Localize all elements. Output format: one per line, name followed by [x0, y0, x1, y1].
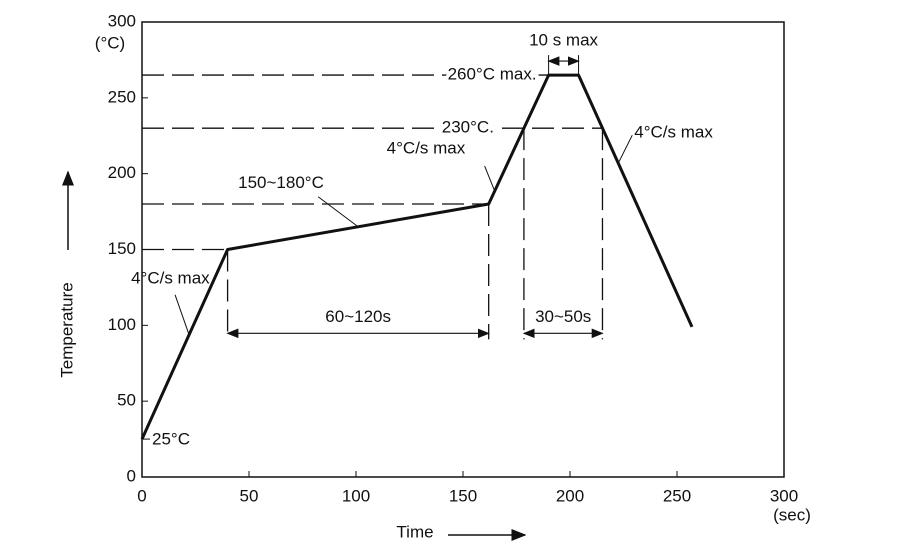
- x-tick-label: 250: [663, 486, 691, 505]
- x-tick-label: 50: [240, 486, 259, 505]
- cool-label: 4°C/s max: [634, 123, 713, 142]
- profile-line: [140, 73, 694, 440]
- leader-ramp1: [174, 294, 190, 335]
- y-tick-label: 200: [108, 163, 136, 182]
- x-tick-label: 200: [556, 486, 584, 505]
- reference-label: 230°C.: [442, 118, 494, 137]
- leader-soak: [317, 196, 359, 228]
- y-unit: (°C): [95, 33, 125, 52]
- y-tick-label: 300: [108, 11, 136, 30]
- x-tick-label: 100: [342, 486, 370, 505]
- x-tick-label: 150: [449, 486, 477, 505]
- peak-label: 260°C max.: [448, 65, 537, 84]
- reflow-time: 30~50s: [535, 307, 591, 326]
- y-tick-label: 250: [108, 87, 136, 106]
- x-unit: (sec): [773, 505, 811, 524]
- start-label: 25°C: [152, 430, 190, 449]
- y-tick-label: 100: [108, 315, 136, 334]
- y-tick-label: 150: [108, 239, 136, 258]
- y-tick-label: 0: [127, 466, 136, 485]
- x-tick-label: 0: [137, 486, 146, 505]
- ramp1-label: 4°C/s max: [131, 268, 210, 287]
- y-label: Temperature: [57, 282, 76, 377]
- leader-cool: [617, 134, 633, 164]
- soak-label: 150~180°C: [238, 173, 324, 192]
- peak-time: 10 s max: [529, 31, 598, 50]
- soak-time: 60~120s: [325, 307, 391, 326]
- ramp2-label: 4°C/s max: [387, 139, 466, 158]
- leader-ramp2: [484, 165, 496, 192]
- y-tick-label: 50: [117, 391, 136, 410]
- x-tick-label: 300: [770, 486, 798, 505]
- x-label: Time: [396, 522, 433, 541]
- plot-frame: [141, 21, 785, 478]
